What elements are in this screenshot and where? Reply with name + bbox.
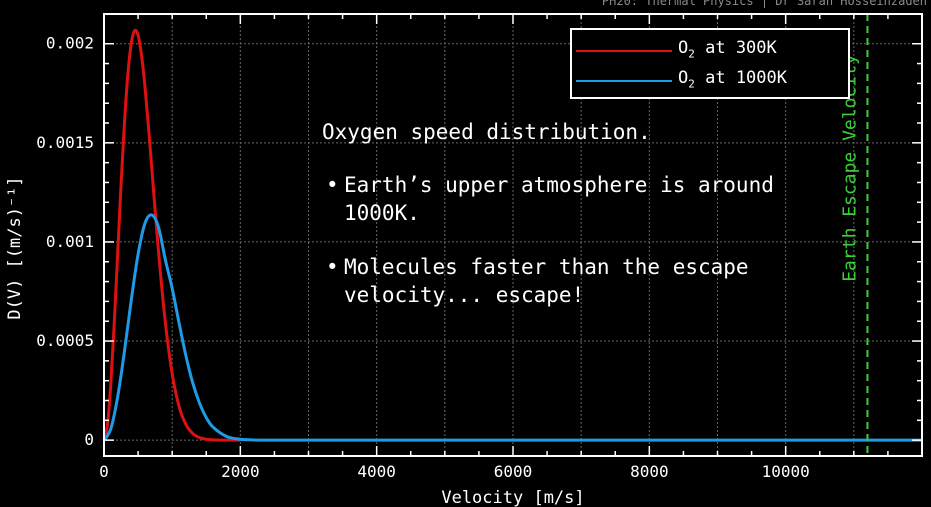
axis-ticks: 0 2000 4000 6000 8000 10000 0 0.0005 0.001 0.0015… [36,14,923,481]
x-tick-label: 0 [99,462,109,481]
legend-swatch-blue [576,80,672,82]
x-tick-label: 2000 [221,462,260,481]
y-tick-label: 0.001 [46,232,94,251]
annotation-bullet: Earth’s upper atmosphere is around 1000K… [322,171,792,227]
legend-label: O2 at 1000K [678,68,787,91]
y-tick-label: 0.0015 [36,133,94,152]
legend-label: O2 at 300K [678,38,777,61]
annotation-bullets: Earth’s upper atmosphere is around 1000K… [322,171,792,309]
y-tick-label: 0 [84,430,94,449]
legend-item-300k: O2 at 300K [572,36,848,64]
lecture-header: PH20: Thermal Physics | Dr Sarah Hossein… [601,0,927,8]
legend-swatch-red [576,50,672,52]
y-axis-label: D(V) [(m/s)⁻¹] [5,176,25,319]
x-tick-label: 8000 [630,462,669,481]
series-1000k-line [102,213,922,442]
y-tick-label: 0.0005 [36,331,94,350]
annotation-bullet: Molecules faster than the escape velocit… [322,253,792,309]
y-tick-label: 0.002 [46,34,94,53]
series-layer: Earth Escape Velocity [102,14,922,456]
escape-velocity-label: Earth Escape Velocity [839,54,860,282]
series-300k-line [102,28,241,442]
legend-item-1000k: O2 at 1000K [572,66,848,94]
chart-legend: O2 at 300K O2 at 1000K [570,28,850,99]
x-tick-label: 6000 [494,462,533,481]
x-tick-label: 4000 [357,462,396,481]
x-tick-label: 10000 [762,462,810,481]
annotation-title: Oxygen speed distribution. [322,120,651,144]
x-axis-label: Velocity [m/s] [441,488,584,507]
annotation-text: Oxygen speed distribution. Earth’s upper… [322,118,792,335]
